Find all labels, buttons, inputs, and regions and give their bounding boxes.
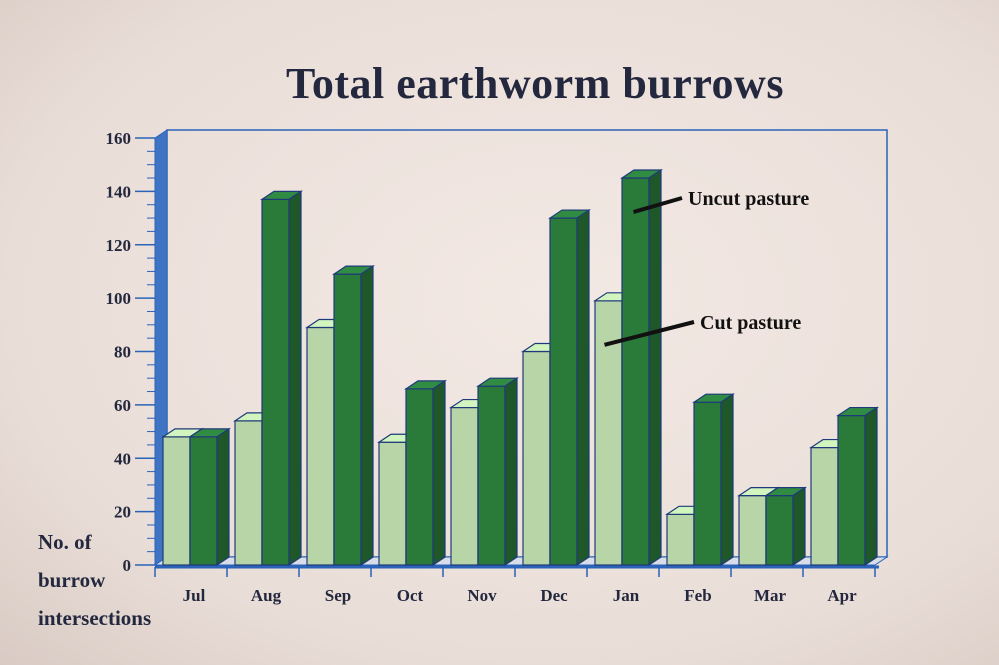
y-tick-label: 140	[106, 182, 132, 201]
y-tick-label: 160	[106, 129, 132, 148]
bar-sep-uncut-front	[333, 273, 362, 566]
y-tick-label: 80	[114, 343, 131, 362]
bar-dec-cut-front	[522, 350, 551, 566]
y-tick-label: 100	[106, 289, 132, 308]
bar-sep-cut-front	[306, 326, 335, 566]
x-tick-label: Aug	[251, 586, 282, 605]
bar-dec-uncut	[548, 208, 591, 567]
bar-feb-uncut-side	[720, 393, 734, 567]
x-tick-label: Jan	[613, 586, 640, 605]
bar-nov-cut-front	[450, 406, 479, 566]
bar-sep-uncut-side	[360, 264, 374, 567]
bar-aug-cut-front	[234, 420, 263, 566]
y-tick-label: 40	[114, 449, 131, 468]
y-tick-label: 60	[114, 396, 131, 415]
bar-apr-cut-front	[810, 446, 839, 566]
bar-mar-uncut-front	[765, 495, 794, 566]
bar-apr-uncut-side	[864, 406, 878, 567]
bar-dec-uncut-front	[549, 217, 578, 566]
bar-apr-uncut-front	[837, 414, 866, 566]
x-tick-label: Oct	[397, 586, 424, 605]
bar-nov-uncut-side	[504, 377, 518, 567]
bar-apr-uncut	[836, 406, 879, 567]
legend-cut-pasture: Cut pasture	[700, 312, 801, 334]
bar-sep-uncut	[332, 264, 375, 567]
bar-feb-uncut	[692, 393, 735, 567]
bar-oct-uncut-front	[405, 388, 434, 566]
bar-jul-uncut-side	[216, 427, 230, 567]
legend-uncut-pasture: Uncut pasture	[688, 188, 809, 210]
bar-oct-uncut	[404, 379, 447, 567]
bar-oct-uncut-side	[432, 379, 446, 567]
uncut-pasture-leader	[632, 196, 683, 214]
x-tick-label: Nov	[467, 586, 497, 605]
bar-jan-uncut-front	[621, 177, 650, 566]
bar-mar-uncut	[764, 486, 807, 567]
y-axis-label-line-2: burrow	[38, 568, 106, 592]
bar-feb-cut-front	[666, 513, 695, 566]
y-axis-label-line-3: intersections	[38, 606, 152, 630]
chart-title: Total earthworm burrows	[286, 59, 784, 108]
bar-aug-uncut-front	[261, 198, 290, 566]
x-tick-label: Sep	[325, 586, 351, 605]
x-tick-label: Apr	[827, 586, 857, 605]
y-tick-label: 20	[114, 503, 131, 522]
bar-oct-cut-front	[378, 441, 407, 566]
y-axis-label: No. of burrow intersections	[38, 523, 208, 637]
bar-mar-cut-front	[738, 495, 767, 566]
y-tick-label: 0	[123, 556, 132, 575]
bar-jul-uncut	[188, 427, 231, 567]
x-tick-label: Jul	[183, 586, 206, 605]
x-tick-label: Feb	[684, 586, 711, 605]
y-tick-label: 120	[106, 236, 132, 255]
cut-pasture-leader	[604, 320, 695, 347]
y-axis-label-line-1: No. of	[38, 530, 92, 554]
bar-dec-uncut-side	[576, 208, 590, 567]
bar-nov-uncut-front	[477, 385, 506, 566]
bar-feb-uncut-front	[693, 401, 722, 566]
bar-jan-uncut-side	[648, 168, 662, 567]
bar-aug-uncut-side	[288, 190, 302, 567]
bar-aug-uncut	[260, 190, 303, 567]
x-tick-label: Mar	[754, 586, 787, 605]
bar-nov-uncut	[476, 377, 519, 567]
x-tick-label: Dec	[540, 586, 568, 605]
bar-jan-uncut	[620, 168, 663, 567]
bar-mar-uncut-side	[792, 486, 806, 567]
